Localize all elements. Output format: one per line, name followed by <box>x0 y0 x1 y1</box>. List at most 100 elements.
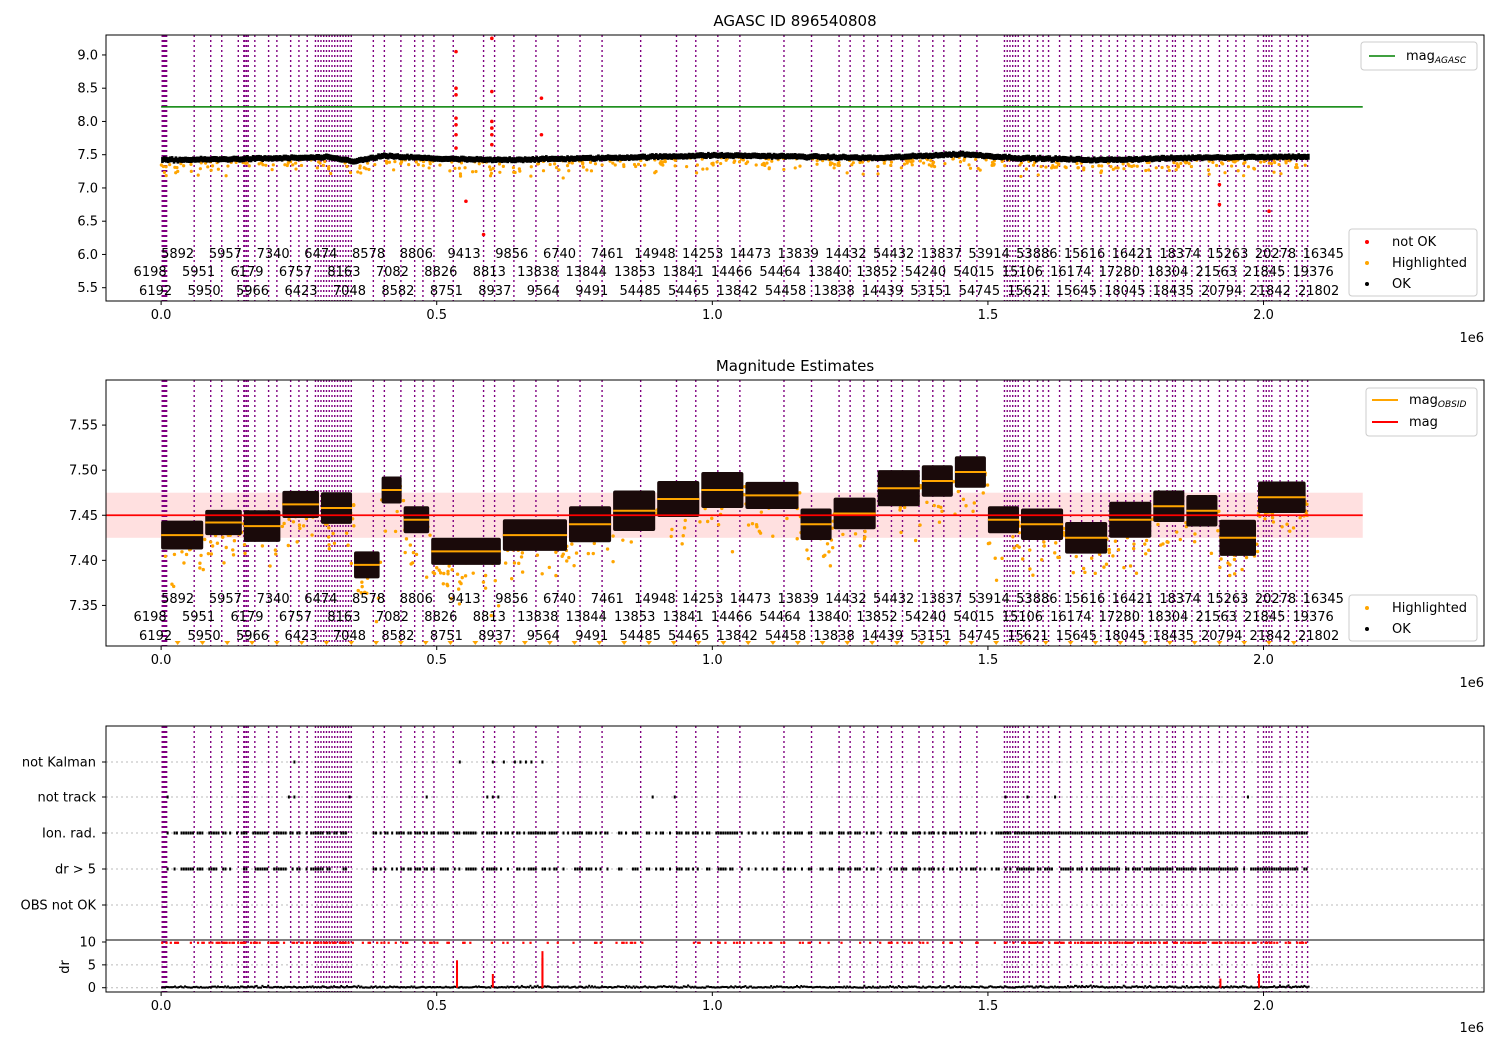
dr-flag <box>729 867 732 871</box>
dr-tick-label: 0 <box>88 981 96 996</box>
dr-capped-point <box>224 941 227 944</box>
obsid-label: 14432 <box>825 592 866 607</box>
dr-flag <box>1270 867 1273 871</box>
dr-point <box>621 985 624 988</box>
dr-point <box>890 986 893 989</box>
ok-point <box>168 156 172 163</box>
ion-rad-flag <box>284 831 287 835</box>
dr-point <box>1074 984 1077 987</box>
dr-flag <box>486 867 489 871</box>
dr-point <box>271 986 274 989</box>
dr-capped-point <box>1204 941 1207 944</box>
dr-capped-point <box>295 941 299 944</box>
ok-point <box>934 151 938 158</box>
obsid-label: 6740 <box>543 247 576 262</box>
dr-point <box>1148 985 1151 988</box>
highlighted-point <box>932 503 936 508</box>
dr-flag <box>724 867 727 871</box>
ion-rad-flag <box>493 831 496 835</box>
dr-point <box>390 985 393 988</box>
ok-point <box>901 154 905 161</box>
ok-point <box>332 155 336 162</box>
obsid-label: 14473 <box>730 247 771 262</box>
ok-point <box>1218 154 1221 161</box>
dr-point <box>1138 985 1141 988</box>
dr-flag <box>1291 867 1294 871</box>
dr-point <box>386 986 389 989</box>
ion-rad-flag <box>1018 831 1021 835</box>
flag-row-label: dr > 5 <box>55 863 96 878</box>
highlighted-point <box>463 166 467 170</box>
ion-rad-flag <box>1173 831 1176 835</box>
dr-flag <box>328 867 331 871</box>
dr-point <box>952 986 955 989</box>
ok-point <box>1121 156 1125 163</box>
highlighted-point <box>553 162 557 166</box>
highlighted-point <box>561 176 565 180</box>
dr-point <box>267 984 270 987</box>
ion-rad-flag <box>800 831 803 835</box>
dr-capped-point <box>718 941 721 944</box>
obsid-boundaries <box>161 35 1309 301</box>
obsid-label: 8578 <box>352 592 385 607</box>
ion-rad-flag <box>1166 831 1169 835</box>
ion-rad-flag <box>407 831 410 835</box>
dr-flag <box>1263 867 1266 871</box>
highlighted-point <box>421 164 425 168</box>
dr-point <box>589 986 592 989</box>
dr-point <box>798 986 801 989</box>
ok-point <box>838 154 841 161</box>
obsid-label: 18374 <box>1159 592 1200 607</box>
ok-point <box>743 152 747 159</box>
ok-point <box>1243 154 1247 161</box>
ok-point <box>425 155 429 162</box>
dr-capped-point <box>1241 941 1244 944</box>
dr-point <box>406 986 409 989</box>
ok-point <box>1089 157 1092 164</box>
dr-point <box>797 985 800 988</box>
dr-flag <box>495 867 498 871</box>
dr-point <box>424 986 427 989</box>
dr-capped-point <box>196 941 200 944</box>
dr-flag <box>1217 867 1220 871</box>
highlighted-point <box>458 580 462 584</box>
dr-point <box>1195 985 1198 988</box>
ok-point <box>1251 153 1254 160</box>
dr-point <box>430 986 433 989</box>
dr-point <box>932 986 935 989</box>
highlighted-point <box>493 578 497 583</box>
dr-point <box>768 986 771 989</box>
ok-point <box>1104 157 1108 164</box>
dr-point <box>232 986 235 989</box>
not-ok-point <box>539 96 544 100</box>
dr-point <box>234 986 237 989</box>
ok-point <box>373 155 376 162</box>
ion-rad-flag <box>395 831 398 835</box>
dr-point <box>773 985 776 988</box>
obsid-label: 54240 <box>905 610 946 625</box>
dr-flag <box>914 867 917 871</box>
dr-capped-point <box>1149 941 1153 944</box>
ok-point <box>593 155 596 162</box>
highlighted-point <box>971 509 975 514</box>
dr-flag <box>870 867 873 871</box>
dr-point <box>649 986 652 989</box>
ion-rad-flag <box>824 831 827 835</box>
ion-rad-flag <box>916 831 919 835</box>
ion-rad-flag <box>1106 831 1109 835</box>
ion-rad-flag <box>1020 831 1023 835</box>
dr-flag <box>326 867 329 871</box>
ion-rad-flag <box>425 831 428 835</box>
dr-capped-point <box>176 941 180 944</box>
obsid-label: 13839 <box>778 247 819 262</box>
dr-flag <box>675 867 678 871</box>
dr-point <box>496 986 499 989</box>
ok-point <box>1017 155 1021 162</box>
dr-capped-point <box>175 941 178 944</box>
highlighted-point <box>517 561 521 566</box>
dr-capped-point <box>317 941 320 944</box>
ok-point <box>562 156 565 163</box>
highlighted-point <box>259 161 264 165</box>
dr-point <box>1288 986 1291 989</box>
dr-flag <box>499 867 502 871</box>
